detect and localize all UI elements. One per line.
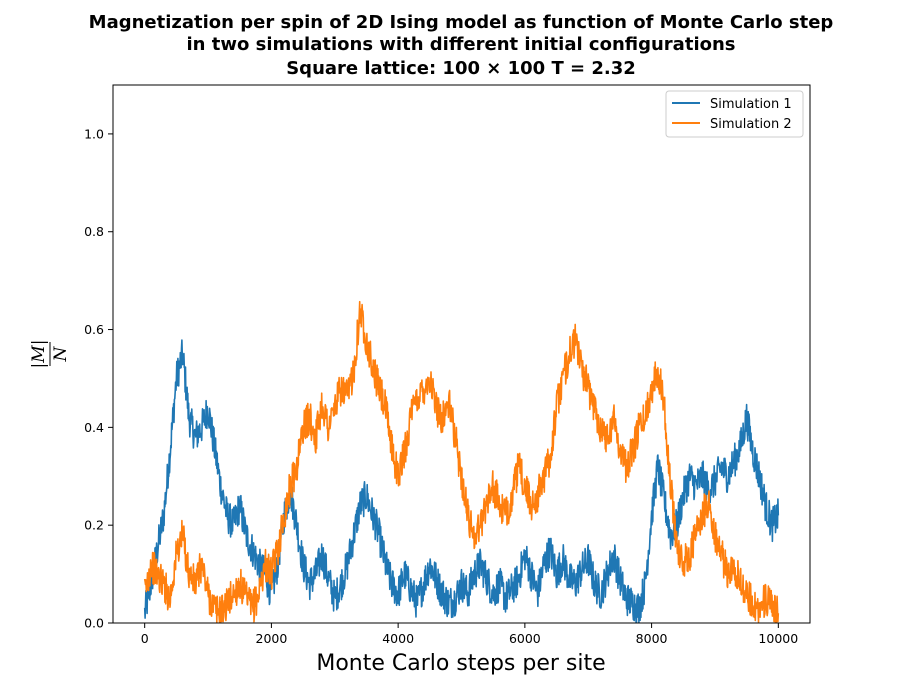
legend-box: [665, 90, 804, 138]
legend-label-simulation-1: Simulation 1: [710, 97, 792, 112]
x-tick-label: 0: [141, 631, 149, 646]
legend-label-simulation-2: Simulation 2: [710, 117, 792, 132]
chart-title: Magnetization per spin of 2D Ising model…: [89, 12, 834, 79]
title-line-1: Magnetization per spin of 2D Ising model…: [89, 12, 834, 33]
x-tick-label: 6000: [509, 631, 541, 646]
y-tick-label: 0.2: [84, 518, 104, 533]
series-line-simulation-2: [143, 300, 780, 623]
y-tick-label: 0.8: [84, 224, 104, 239]
plot-area: [112, 84, 811, 624]
x-tick-label: 4000: [382, 631, 414, 646]
y-tick-label: 0.0: [84, 616, 104, 631]
x-tick-label: 10000: [758, 631, 798, 646]
x-axis-label: Monte Carlo steps per site: [316, 651, 605, 676]
series-layer: [143, 300, 780, 623]
x-tick-label: 8000: [636, 631, 668, 646]
x-axis: 0 2000 4000 6000 8000 10000: [141, 623, 798, 646]
legend: Simulation 1 Simulation 2: [665, 90, 804, 138]
y-tick-label: 0.4: [84, 420, 104, 435]
y-axis-label-numerator: |M|: [29, 340, 49, 369]
title-line-3: Square lattice: 100 × 100 T = 2.32: [286, 58, 636, 79]
y-axis-label: |M| N: [29, 340, 71, 369]
y-axis-label-denominator: N: [51, 345, 71, 362]
plot-background: [113, 85, 810, 623]
title-line-2: in two simulations with different initia…: [186, 34, 735, 55]
x-tick-label: 2000: [256, 631, 288, 646]
plot-frame: [112, 84, 811, 624]
y-tick-label: 1.0: [84, 126, 104, 141]
y-tick-label: 0.6: [84, 322, 104, 337]
series-line-simulation-1: [143, 339, 780, 623]
y-axis: 0.0 0.2 0.4 0.6 0.8 1.0: [84, 126, 113, 631]
